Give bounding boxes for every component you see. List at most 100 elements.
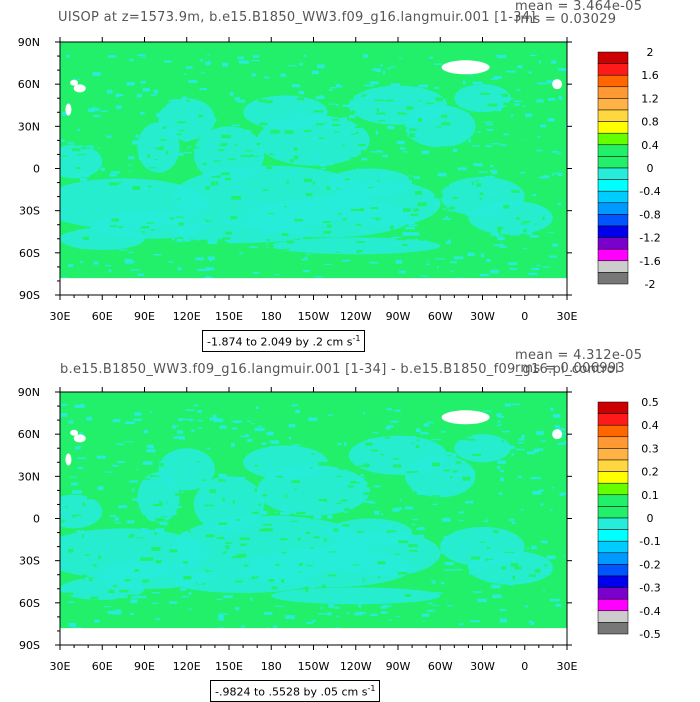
field-cell [320,140,329,144]
field-cell [146,464,151,469]
field-cell [496,413,502,417]
field-cell [508,445,515,450]
field-cell [129,613,134,616]
field-cell [377,120,386,122]
field-cell [480,541,485,543]
field-cell [370,115,377,118]
field-cell [109,501,119,504]
field-cell [426,444,430,449]
field-cell [201,497,208,502]
field-cell [486,128,494,131]
field-cell [382,425,387,427]
field-cell [427,609,435,612]
field-cell [344,442,347,446]
field-cell [164,265,170,267]
field-cell [254,464,259,467]
field-cell [486,558,494,560]
field-cell [422,235,432,240]
field-cell [230,517,235,520]
field-cell [318,462,328,466]
field-cell [321,459,329,461]
field-cell [143,186,149,190]
field-cell [418,121,422,125]
land-patch [552,429,563,440]
field-cell [425,103,434,106]
field-cell [225,231,233,235]
field-cell [125,126,129,128]
field-cell [471,155,481,160]
field-cell [203,174,210,178]
field-cell [520,256,525,261]
field-cell [90,596,99,600]
panel2-title: b.e15.B1850_WW3.f09_g16.langmuir.001 [1-… [60,362,619,377]
field-cell [143,615,148,618]
field-cell [490,538,495,543]
field-cell [191,120,198,124]
field-cell [268,579,275,582]
field-cell [213,160,221,162]
field-cell [109,620,113,622]
field-cell [294,488,298,490]
field-cell [98,555,101,560]
field-cell [234,187,239,189]
field-cell [334,596,343,599]
field-cell [511,452,514,457]
field-cell [72,106,80,110]
field-cell [304,486,307,490]
colorbar-label: 0.4 [641,139,659,152]
colorbar-swatch [597,74,629,88]
field-cell [397,571,408,575]
field-cell [447,209,455,212]
field-cell [237,454,246,459]
field-cell [89,133,93,137]
field-cell [396,102,403,106]
field-cell [439,550,444,554]
land-patch [65,103,72,116]
field-cell [538,489,544,492]
field-cell [116,475,123,478]
field-cell [373,115,377,120]
field-cell [329,242,336,246]
field-cell [540,440,546,442]
field-cell [272,205,283,208]
field-cell [315,96,325,100]
field-cell [100,530,104,533]
field-cell [158,146,164,150]
field-cell [375,130,379,135]
field-cell [479,273,490,277]
field-cell [388,187,396,189]
field-cell [202,162,207,166]
x-tick-label: 90E [134,660,155,673]
field-cell [252,511,259,515]
field-cell [69,152,78,155]
field-cell [286,240,294,244]
field-cell [200,99,210,101]
field-cell [430,425,439,429]
field-cell [447,211,456,216]
field-cell [496,54,507,59]
field-cell [513,228,522,232]
panel1-field [60,42,567,295]
field-cell [276,259,283,264]
field-cell [171,459,178,461]
field-cell [474,73,477,77]
field-cell [327,612,332,616]
field-cell [530,525,537,527]
field-cell [547,272,555,275]
field-cell [128,251,134,253]
field-cell [94,426,103,430]
field-cell [305,266,315,269]
field-cell [208,598,216,602]
field-cell [435,126,443,128]
field-cell [402,127,407,130]
field-cell [86,217,93,221]
panel1-range-text: -1.874 to 2.049 by .2 [207,335,323,349]
field-cell [396,175,403,178]
field-cell [328,106,332,108]
field-cell [169,74,174,77]
field-cell [434,194,443,198]
x-tick-label: 30E [50,660,71,673]
field-cell [368,502,377,504]
field-cell [128,579,138,582]
field-cell [331,124,341,127]
